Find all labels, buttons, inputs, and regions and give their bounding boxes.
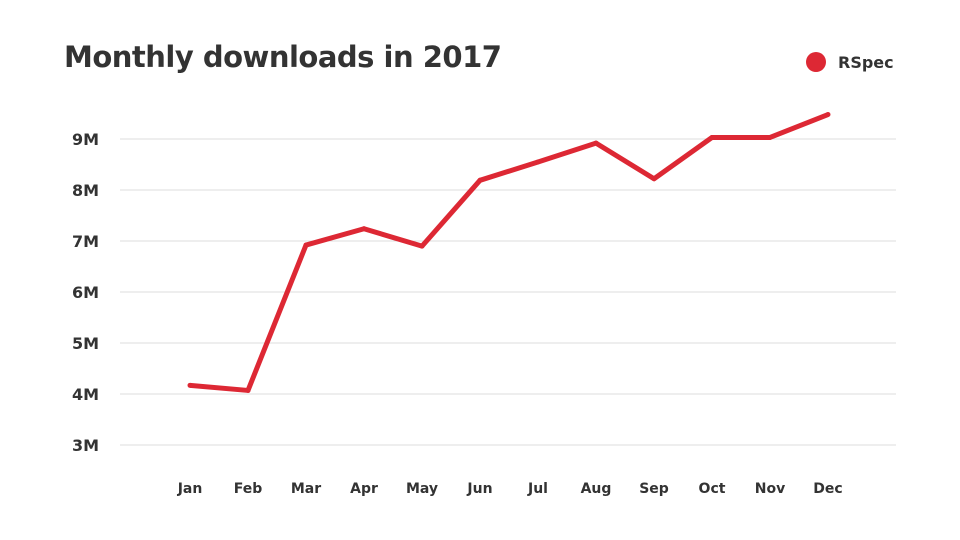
y-tick-label: 8M [72, 181, 99, 200]
data-point [535, 159, 541, 165]
data-point [709, 134, 715, 140]
x-tick-label: Sep [639, 481, 669, 497]
x-tick-label: Oct [699, 481, 726, 497]
x-tick-label: Apr [350, 481, 378, 497]
y-tick-label: 4M [72, 385, 99, 404]
y-tick-label: 6M [72, 283, 99, 302]
legend-marker-rspec [806, 52, 826, 72]
data-point [825, 112, 831, 118]
legend: RSpec [806, 52, 894, 72]
chart-title: Monthly downloads in 2017 [64, 40, 502, 74]
data-point [477, 177, 483, 183]
data-point [419, 243, 425, 249]
x-tick-label: Jul [527, 481, 548, 497]
x-tick-label: Dec [813, 481, 842, 497]
y-tick-label: 7M [72, 232, 99, 251]
data-point [187, 382, 193, 388]
data-point [767, 134, 773, 140]
data-point [361, 226, 367, 232]
y-tick-label: 9M [72, 130, 99, 149]
y-tick-label: 3M [72, 436, 99, 455]
data-point [651, 176, 657, 182]
x-tick-label: Feb [234, 481, 263, 497]
series-line-rspec [189, 112, 829, 393]
x-tick-label: Aug [581, 481, 612, 497]
x-tick-label: Jan [177, 481, 203, 497]
x-tick-label: May [406, 481, 438, 497]
x-tick-label: Mar [291, 481, 321, 497]
data-point [593, 140, 599, 146]
x-tick-label: Nov [755, 481, 785, 497]
legend-label-rspec: RSpec [838, 52, 894, 72]
y-tick-label: 5M [72, 334, 99, 353]
data-point [303, 242, 309, 248]
data-point [245, 387, 251, 393]
x-tick-label: Jun [466, 481, 492, 497]
